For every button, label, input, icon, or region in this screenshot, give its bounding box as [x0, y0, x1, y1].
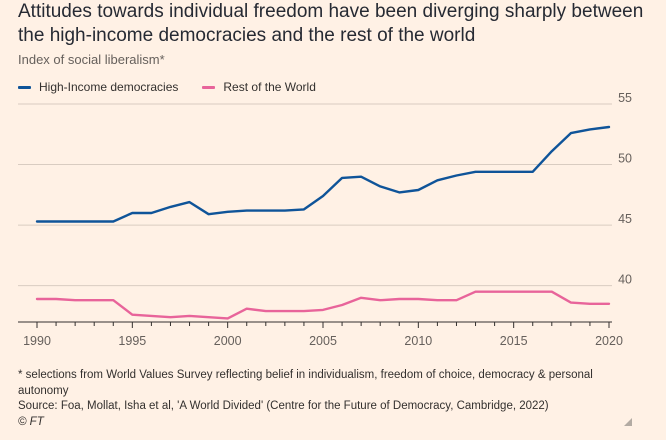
- legend-swatch-high-income: [18, 85, 31, 89]
- x-tick-label-2020: 2020: [595, 334, 623, 348]
- resize-corner-icon: [624, 418, 632, 426]
- x-tick-label-1995: 1995: [118, 334, 146, 348]
- y-tick-label-45: 45: [618, 212, 632, 226]
- y-tick-label-50: 50: [618, 152, 632, 166]
- x-tick-label-2010: 2010: [404, 334, 432, 348]
- series-line-high-income: [35, 125, 611, 223]
- x-tick-label-2015: 2015: [500, 334, 528, 348]
- chart-subtitle: Index of social liberalism*: [18, 52, 165, 67]
- legend-swatch-rest-of-world: [202, 85, 216, 89]
- series-line-rest-of-world: [35, 290, 611, 320]
- legend-item-rest-of-world: Rest of the World: [202, 80, 316, 94]
- source-note: Source: Foa, Mollat, Isha et al, 'A Worl…: [18, 400, 549, 412]
- y-tick-label-55: 55: [618, 91, 632, 105]
- x-tick-label-2000: 2000: [214, 334, 242, 348]
- footnote: * selections from World Values Survey re…: [18, 369, 593, 397]
- chart-footer: * selections from World Values Survey re…: [18, 368, 628, 430]
- legend-label-high-income: High-Income democracies: [39, 80, 179, 94]
- credit-note: © FT: [18, 415, 44, 428]
- x-tick-label-2005: 2005: [309, 334, 337, 348]
- y-tick-label-40: 40: [618, 273, 632, 287]
- legend: High-Income democracies Rest of the Worl…: [18, 80, 316, 94]
- x-tick-label-1990: 1990: [23, 334, 51, 348]
- chart-title: Attitudes towards individual freedom hav…: [18, 1, 644, 46]
- legend-label-rest-of-world: Rest of the World: [223, 80, 316, 94]
- legend-item-high-income: High-Income democracies: [18, 80, 178, 94]
